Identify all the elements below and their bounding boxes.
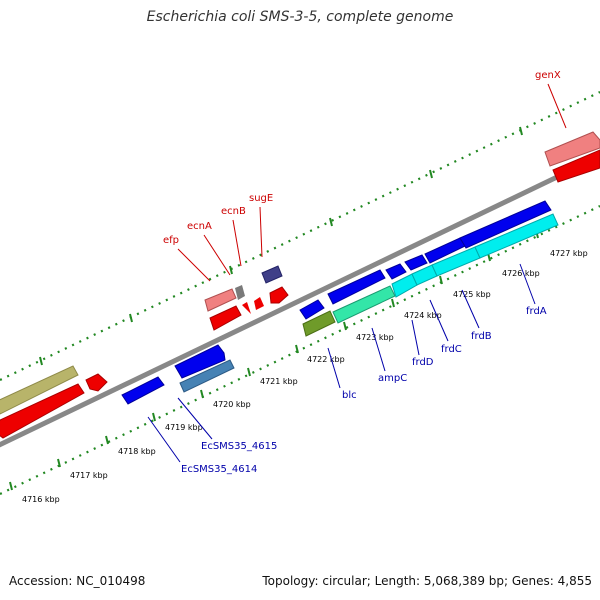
gene-label-blc[interactable]: blc — [342, 390, 357, 401]
steelblue-feature — [179, 359, 235, 393]
tick-mark — [152, 412, 156, 422]
blue-arrow-feature — [121, 376, 165, 405]
tick-label: 4722 kbp — [307, 355, 345, 364]
gene-leader-line — [147, 416, 181, 463]
tick-mark — [391, 298, 395, 308]
tick-label: 4719 kbp — [165, 423, 203, 432]
tick-label: 4720 kbp — [213, 400, 251, 409]
genome-backbone-line — [0, 153, 600, 448]
olive-green-feature — [302, 310, 336, 337]
gene-label-genx[interactable]: genX — [535, 70, 561, 81]
red-feature-efp — [209, 305, 242, 331]
blue-arrow-feature — [299, 299, 325, 320]
gene-leader-line — [371, 327, 386, 372]
pink-feature — [204, 288, 237, 312]
red-cds-feature-left — [0, 383, 85, 439]
tick-mark — [57, 458, 61, 468]
tick-label: 4717 kbp — [70, 471, 108, 480]
gene-label-frda[interactable]: frdA — [526, 306, 547, 317]
red-feature-genX — [552, 149, 600, 183]
tick-mark — [247, 367, 251, 377]
tick-labels: 4716 kbp 4717 kbp 4718 kbp 4719 kbp 4720 kbp… — [22, 249, 588, 504]
gene-leader-line — [411, 319, 420, 356]
red-triangle-feature — [242, 302, 251, 314]
navy-feature — [261, 265, 283, 284]
tick-label: 4721 kbp — [260, 377, 298, 386]
map-title: Escherichia coli SMS-3-5, complete genom… — [146, 9, 454, 25]
gene-label-ecna[interactable]: ecnA — [187, 221, 212, 232]
blue-arrow-feature — [459, 200, 552, 249]
tick-mark — [105, 435, 109, 445]
tick-mark — [39, 356, 43, 366]
blue-arrow-feature — [327, 269, 386, 305]
tick-label: 4726 kbp — [502, 269, 540, 278]
gene-leader-line — [519, 263, 536, 305]
gene-label-ampc[interactable]: ampC — [378, 373, 407, 384]
gene-label-frdd[interactable]: frdD — [412, 357, 434, 368]
gene-label-suge[interactable]: sugE — [249, 193, 273, 204]
red-small-feature — [85, 373, 108, 392]
red-triangle-feature — [254, 297, 264, 310]
gene-label-ecsms35_4614[interactable]: EcSMS35_4614 — [181, 464, 257, 475]
tick-label: 4724 kbp — [404, 311, 442, 320]
tick-mark — [200, 389, 204, 399]
gene-leader-line — [203, 234, 231, 276]
tick-mark — [329, 217, 333, 227]
gray-small-feature — [235, 285, 245, 300]
tick-mark — [295, 344, 299, 354]
accession-label: Accession: NC_010498 — [9, 574, 146, 588]
tick-mark — [519, 126, 523, 136]
aquamarine-feature — [332, 285, 396, 324]
blue-arrow-feature — [174, 344, 226, 379]
gene-leader-line — [177, 397, 213, 440]
olive-cds-feature — [0, 365, 79, 415]
tick-mark — [129, 313, 133, 323]
gene-leader-line — [327, 347, 341, 389]
tick-label: 4725 kbp — [453, 290, 491, 299]
gene-leader-line — [461, 289, 480, 329]
gene-label-ecsms35_4615[interactable]: EcSMS35_4615 — [201, 441, 277, 452]
gene-label-frdc[interactable]: frdC — [441, 344, 462, 355]
tick-mark — [439, 275, 443, 285]
gene-leader-line — [177, 248, 211, 282]
tick-label: 4716 kbp — [22, 495, 60, 504]
reverse-dotted-track — [0, 205, 600, 495]
blue-arrow-feature — [385, 263, 407, 280]
gene-leader-line — [232, 219, 242, 267]
tick-mark — [343, 321, 347, 331]
gene-leader-line — [429, 299, 449, 342]
gene-label-ecnb[interactable]: ecnB — [221, 206, 246, 217]
cyan-feature-frdA — [474, 213, 559, 259]
pink-feature-genX — [544, 131, 600, 167]
tick-label: 4727 kbp — [550, 249, 588, 258]
gene-leader-line — [259, 206, 263, 258]
tick-label: 4718 kbp — [118, 447, 156, 456]
tick-mark — [9, 481, 13, 491]
red-feature-sugE — [269, 286, 289, 304]
blue-arrow-feature — [404, 254, 428, 271]
gene-label-frdb[interactable]: frdB — [471, 331, 492, 342]
tick-mark — [229, 265, 233, 275]
gene-leader-line — [547, 83, 567, 129]
gene-label-efp[interactable]: efp — [163, 235, 179, 246]
topology-label: Topology: circular; Length: 5,068,389 bp… — [262, 574, 592, 588]
tick-mark — [429, 169, 433, 179]
